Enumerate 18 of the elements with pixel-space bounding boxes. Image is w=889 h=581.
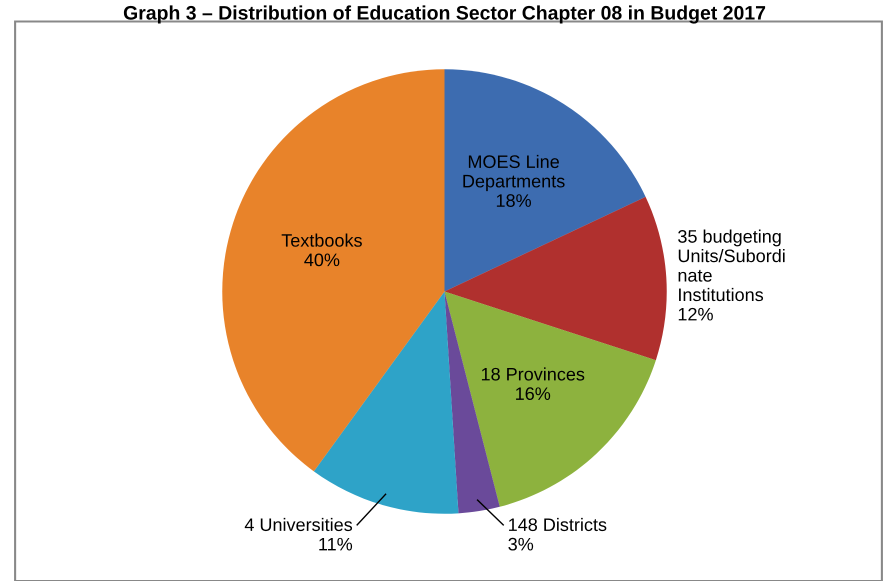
data-label: 40% <box>304 253 340 266</box>
data-label: 16% <box>516 387 550 400</box>
slice-label: 148 Districts <box>509 518 606 532</box>
slice-label: MOES Line Departments <box>463 154 565 192</box>
data-label: 12% <box>678 308 713 321</box>
pie-slice <box>444 292 656 507</box>
data-label: 11% <box>319 538 352 550</box>
data-label: 18% <box>496 194 531 207</box>
pie-slice <box>222 69 444 472</box>
pie-slice <box>444 69 646 292</box>
slice-label: Textbooks <box>282 234 362 247</box>
slice-label: 18 Provinces <box>482 367 584 381</box>
pie-slice <box>314 292 458 514</box>
slice-label: 4 Universities <box>244 518 352 532</box>
pie-slice <box>444 292 500 514</box>
slice-label: 35 budgeting Units/Subordi nate Institutions <box>678 230 785 302</box>
data-label: 3% <box>508 538 534 551</box>
chart-title: Graph 3 – Distribution of Education Sector Chapter 08 in Budget 2017 <box>124 5 766 24</box>
